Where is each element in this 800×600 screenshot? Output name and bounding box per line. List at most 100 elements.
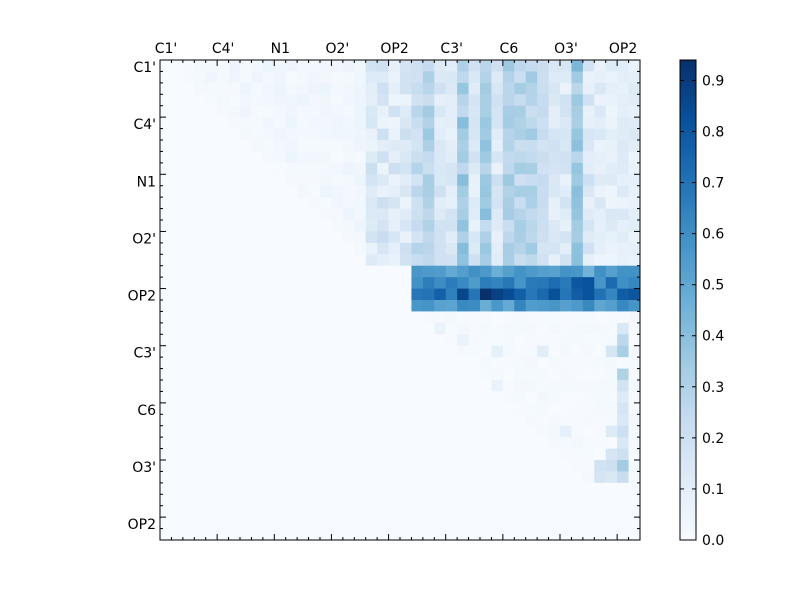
heatmap-cell <box>605 402 618 415</box>
heatmap-cell <box>571 494 584 507</box>
heatmap-cell <box>594 437 607 449</box>
heatmap-cell <box>571 460 584 472</box>
heatmap-cell <box>342 425 355 438</box>
heatmap-cell <box>182 254 195 267</box>
heatmap-cell <box>582 174 595 187</box>
heatmap-cell <box>377 437 389 449</box>
heatmap-cell <box>422 471 435 484</box>
heatmap-cell <box>160 185 172 198</box>
heatmap-cell <box>217 105 229 118</box>
heatmap-cell <box>434 220 447 232</box>
heatmap-cell <box>262 300 275 312</box>
heatmap-cell <box>400 494 412 507</box>
heatmap-cell <box>308 82 321 95</box>
heatmap-cell <box>205 402 218 415</box>
heatmap-cell <box>262 322 275 335</box>
heatmap-cell <box>422 368 435 381</box>
colorbar-tick-label: 0.7 <box>702 176 724 192</box>
heatmap-cell <box>457 288 469 301</box>
colorbar-tick-label: 0.2 <box>702 431 724 447</box>
heatmap-cell <box>594 494 607 507</box>
heatmap-cell <box>514 220 527 232</box>
heatmap-cell <box>537 128 549 141</box>
heatmap-cell <box>342 414 355 427</box>
heatmap-cell <box>514 162 527 175</box>
heatmap-cell <box>240 174 252 187</box>
heatmap-cell <box>445 334 458 347</box>
heatmap-cell <box>182 505 195 518</box>
heatmap-cell <box>251 460 264 472</box>
heatmap-cell <box>617 391 629 404</box>
heatmap-cell <box>354 242 367 255</box>
heatmap-cell <box>240 437 252 449</box>
heatmap-cell <box>354 311 367 324</box>
heatmap-cell <box>297 71 309 84</box>
heatmap-cell <box>217 402 229 415</box>
heatmap-cell <box>285 151 298 164</box>
heatmap-cell <box>422 174 435 187</box>
heatmap-cell <box>217 460 229 472</box>
heatmap-cell <box>582 82 595 95</box>
heatmap-cell <box>331 208 344 221</box>
heatmap-cell <box>342 471 355 484</box>
heatmap-cell <box>365 277 378 289</box>
heatmap-cell <box>297 162 309 175</box>
heatmap-cell <box>251 391 264 404</box>
heatmap-cell <box>217 140 229 152</box>
heatmap-cell <box>434 128 447 141</box>
heatmap-cell <box>308 300 321 312</box>
heatmap-cell <box>262 254 275 267</box>
heatmap-cell <box>422 334 435 347</box>
heatmap-cell <box>502 185 515 198</box>
heatmap-cell <box>262 380 275 392</box>
heatmap-cell <box>331 174 344 187</box>
heatmap-cell <box>491 482 504 495</box>
heatmap-cell <box>308 437 321 449</box>
heatmap-cell <box>628 322 641 335</box>
heatmap-cell <box>320 71 332 84</box>
heatmap-cell <box>571 311 584 324</box>
heatmap-cell <box>491 322 504 335</box>
heatmap-cell <box>297 482 309 495</box>
heatmap-cell <box>377 151 389 164</box>
heatmap-cells <box>160 60 641 541</box>
heatmap-cell <box>251 128 264 141</box>
heatmap-cell <box>434 517 447 529</box>
heatmap-cell <box>560 471 572 484</box>
heatmap-cell <box>411 300 424 312</box>
heatmap-cell <box>228 117 241 129</box>
heatmap-cell <box>514 391 527 404</box>
heatmap-cell <box>320 185 332 198</box>
heatmap-cell <box>342 300 355 312</box>
heatmap-cell <box>274 242 287 255</box>
heatmap-cell <box>297 82 309 95</box>
heatmap-cell <box>560 197 572 209</box>
heatmap-cell <box>411 517 424 529</box>
heatmap-cell <box>445 140 458 152</box>
heatmap-cell <box>388 265 401 278</box>
heatmap-cell <box>548 128 561 141</box>
heatmap-cell <box>605 517 618 529</box>
heatmap-cell <box>320 448 332 461</box>
heatmap-cell <box>320 414 332 427</box>
heatmap-cell <box>297 528 309 541</box>
heatmap-cell <box>274 391 287 404</box>
heatmap-cell <box>571 197 584 209</box>
heatmap-cell <box>525 505 538 518</box>
heatmap-cell <box>171 231 184 244</box>
heatmap-cell <box>205 185 218 198</box>
heatmap-cell <box>468 414 481 427</box>
heatmap-cell <box>262 357 275 369</box>
heatmap-cell <box>262 391 275 404</box>
heatmap-cell <box>262 220 275 232</box>
heatmap-cell <box>171 242 184 255</box>
heatmap-cell <box>171 60 184 72</box>
heatmap-cell <box>468 425 481 438</box>
heatmap-cell <box>560 528 572 541</box>
heatmap-cell <box>514 185 527 198</box>
heatmap-cell <box>411 425 424 438</box>
heatmap-cell <box>594 208 607 221</box>
heatmap-cell <box>480 231 492 244</box>
heatmap-cell <box>354 414 367 427</box>
heatmap-cell <box>182 322 195 335</box>
